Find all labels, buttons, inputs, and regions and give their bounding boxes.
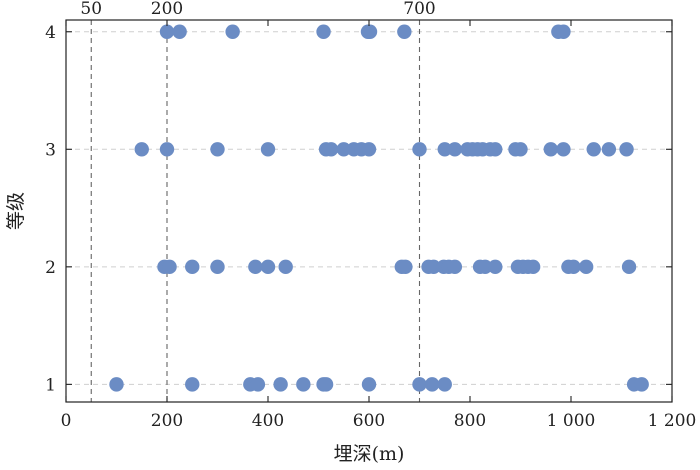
data-point-20: [278, 259, 293, 275]
data-point-5: [296, 377, 311, 392]
data-point-37: [578, 259, 594, 275]
data-point-42: [260, 142, 276, 157]
data-point-22: [398, 259, 413, 275]
data-point-18: [248, 259, 263, 275]
data-point-65: [159, 24, 175, 39]
data-point-41: [210, 142, 225, 157]
reference-label-200: 200: [151, 0, 183, 19]
data-point-24: [426, 259, 441, 275]
x-tick-label-600: 600: [353, 411, 385, 431]
x-axis-title: 埋深(m): [334, 443, 405, 465]
data-point-49: [412, 142, 427, 157]
data-point-30: [488, 259, 503, 275]
data-point-60: [543, 142, 558, 157]
data-point-57: [488, 142, 503, 157]
data-point-48: [361, 142, 377, 157]
y-axis-title: 等级: [5, 192, 27, 230]
data-point-45: [336, 142, 351, 157]
data-point-71: [397, 24, 412, 39]
data-point-34: [525, 259, 541, 275]
data-point-15: [162, 259, 177, 275]
data-point-70: [362, 24, 378, 39]
axis-ticks: 0 200 400 600 800 1 000 1 200 1 2 3 4: [45, 20, 696, 431]
data-point-73: [556, 24, 571, 39]
data-point-7: [318, 377, 334, 392]
data-point-40: [159, 142, 175, 157]
data-point-67: [225, 24, 240, 39]
data-point-9: [412, 377, 427, 392]
x-tick-label-800: 800: [454, 411, 486, 431]
data-point-8: [361, 377, 377, 392]
reference-lines: 50 200 700: [80, 0, 436, 402]
reference-label-50: 50: [80, 0, 102, 19]
y-tick-label-3: 3: [45, 140, 56, 160]
data-point-29: [477, 259, 493, 275]
data-points: [109, 24, 649, 392]
data-point-36: [566, 259, 581, 275]
x-tick-label-400: 400: [252, 411, 284, 431]
data-point-19: [260, 259, 276, 275]
data-point-61: [556, 142, 571, 157]
y-tick-label-1: 1: [45, 375, 56, 395]
x-tick-label-200: 200: [151, 411, 183, 431]
data-point-39: [134, 142, 149, 157]
data-point-16: [185, 259, 200, 275]
data-point-50: [437, 142, 452, 157]
y-tick-label-2: 2: [45, 258, 56, 278]
data-point-38: [621, 259, 637, 275]
data-point-66: [172, 24, 187, 39]
plot-frame: [65, 19, 673, 403]
data-point-1: [185, 377, 200, 392]
data-point-11: [437, 377, 452, 392]
data-point-63: [601, 142, 617, 157]
data-point-10: [424, 377, 440, 392]
data-point-68: [316, 24, 331, 39]
data-point-17: [210, 259, 225, 275]
data-point-27: [447, 259, 463, 275]
reference-label-700: 700: [403, 0, 435, 19]
data-point-64: [619, 142, 634, 157]
data-point-44: [323, 142, 339, 157]
y-tick-label-4: 4: [45, 23, 56, 43]
grid-layer: [66, 31, 672, 385]
x-tick-label-1200: 1 200: [648, 411, 697, 431]
data-point-62: [586, 142, 601, 157]
data-point-59: [513, 142, 528, 157]
data-point-51: [447, 142, 463, 157]
data-point-13: [634, 377, 649, 392]
x-tick-label-1000: 1 000: [547, 411, 596, 431]
data-point-3: [250, 377, 266, 392]
data-point-0: [109, 377, 124, 392]
data-point-4: [273, 377, 288, 392]
x-tick-label-0: 0: [61, 411, 72, 431]
